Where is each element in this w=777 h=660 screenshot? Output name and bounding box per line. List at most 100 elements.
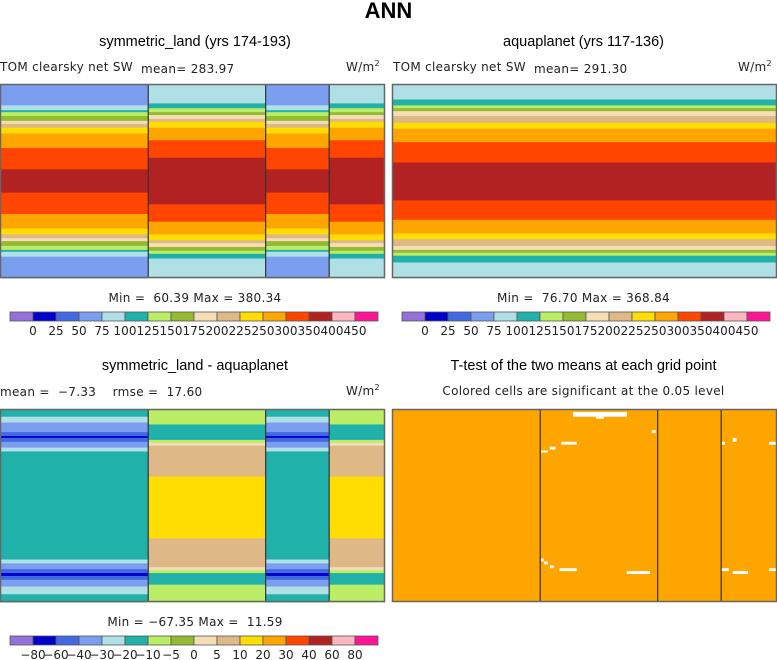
colorbar-swatch — [631, 311, 656, 322]
colorbar-swatch — [78, 635, 103, 646]
insignificant-cell — [651, 430, 656, 434]
land-contour-band — [329, 221, 385, 235]
ocean-contour-band — [265, 228, 330, 235]
ocean-contour-band — [0, 133, 149, 149]
ocean-contour-band — [0, 110, 149, 113]
land-contour-band — [148, 121, 266, 129]
ocean-contour-band — [392, 252, 777, 257]
ocean-contour-band — [0, 422, 149, 433]
insignificant-cell — [626, 571, 650, 575]
land-contour-band — [148, 84, 266, 104]
land-contour-band — [329, 567, 385, 571]
ocean-contour-band — [392, 245, 777, 251]
ocean-contour-band — [392, 116, 777, 124]
land-contour-band — [148, 424, 266, 441]
ocean-contour-band — [0, 594, 149, 603]
ocean-contour-band — [0, 213, 149, 230]
ocean-contour-band — [0, 563, 149, 570]
colorbar-swatch — [470, 311, 495, 322]
insignificant-cell — [732, 437, 737, 442]
colorbar-swatch — [147, 311, 172, 322]
map-difference — [0, 408, 386, 603]
land-contour-band — [329, 253, 385, 260]
colorbar-swatch — [193, 635, 218, 646]
land-contour-band — [148, 221, 266, 235]
ocean-contour-band — [265, 213, 330, 230]
ocean-contour-band — [392, 108, 777, 112]
panel-2-units: W/m2 — [738, 59, 772, 74]
ocean-contour-band — [0, 251, 149, 258]
ocean-contour-band — [265, 105, 330, 111]
land-contour-band — [329, 204, 385, 223]
land-contour-band — [329, 445, 385, 478]
colorbar-tick-label: −5 — [162, 648, 180, 660]
colorbar-tick-label: 30 — [278, 648, 293, 660]
ocean-contour-band — [0, 169, 149, 194]
colorbar-symmetric-land: 0 25 50 75 100 125 150 175 200 225 250 300 350 400 450 — [9, 311, 379, 338]
insignificant-cell — [732, 571, 749, 575]
land-contour-band — [329, 140, 385, 159]
colorbar-swatch — [539, 311, 564, 322]
ocean-contour-band — [265, 569, 330, 574]
ocean-contour-band — [265, 127, 330, 134]
ocean-contour-band — [265, 251, 330, 258]
panel-4-title: T-test of the two means at each grid poi… — [450, 358, 717, 374]
ocean-contour-band — [0, 228, 149, 235]
colorbar-swatch — [262, 635, 287, 646]
land-contour-band — [148, 118, 266, 123]
panel-3-units: W/m2 — [346, 383, 380, 398]
ocean-contour-band — [392, 233, 777, 240]
colorbar-swatch — [193, 311, 218, 322]
ocean-contour-band — [392, 128, 777, 143]
colorbar-swatch — [331, 311, 356, 322]
ocean-contour-band — [0, 436, 149, 439]
colorbar-swatch — [55, 635, 80, 646]
ocean-contour-band — [0, 437, 149, 443]
ocean-contour-band — [392, 105, 777, 109]
colorbar-swatch — [354, 635, 379, 646]
land-contour-band — [148, 127, 266, 141]
land-contour-band — [148, 103, 266, 109]
ocean-contour-band — [0, 447, 149, 452]
ocean-contour-band — [0, 586, 149, 595]
land-contour-band — [148, 250, 266, 255]
colorbar-swatch — [424, 311, 449, 322]
ocean-contour-band — [392, 142, 777, 164]
colorbar-swatch — [285, 635, 310, 646]
colorbar-swatch — [516, 311, 541, 322]
colorbar-tick-label: 400 — [713, 324, 736, 338]
ocean-contour-band — [265, 559, 330, 564]
ocean-contour-band — [265, 249, 330, 253]
land-contour-band — [329, 103, 385, 109]
ocean-contour-band — [265, 148, 330, 170]
land-contour-band — [148, 476, 266, 539]
colorbar-swatch — [239, 311, 264, 322]
insignificant-cell — [559, 568, 577, 572]
ocean-contour-band — [265, 437, 330, 443]
land-contour-band — [329, 84, 385, 104]
ocean-contour-band — [0, 105, 149, 111]
colorbar-tick-label: 350 — [690, 324, 713, 338]
land-contour-band — [148, 240, 266, 244]
colorbar-aquaplanet: 0 25 50 75 100 125 150 175 200 225 250 300 350 400 450 — [401, 311, 771, 338]
colorbar-swatch — [216, 311, 241, 322]
ocean-contour-band — [265, 256, 330, 279]
ocean-contour-band — [392, 84, 777, 101]
colorbar-swatch — [308, 311, 333, 322]
land-contour-band — [329, 118, 385, 123]
colorbar-tick-label: 5 — [213, 648, 221, 660]
colorbar-swatch — [32, 635, 57, 646]
land-contour-band — [148, 538, 266, 568]
ocean-contour-band — [0, 238, 149, 242]
colorbar-swatch — [493, 311, 518, 322]
colorbar-tick-label: 400 — [321, 324, 344, 338]
panel-1-mean-label: mean= 283.97 — [141, 62, 235, 76]
land-contour-band — [148, 234, 266, 241]
ocean-contour-band — [392, 200, 777, 221]
land-contour-band — [329, 573, 385, 586]
ocean-contour-band — [392, 262, 777, 279]
land-contour-band — [148, 584, 266, 603]
land-contour-band — [148, 112, 266, 116]
colorbar-tick-label: 450 — [736, 324, 759, 338]
colorbar-swatch — [78, 311, 103, 322]
